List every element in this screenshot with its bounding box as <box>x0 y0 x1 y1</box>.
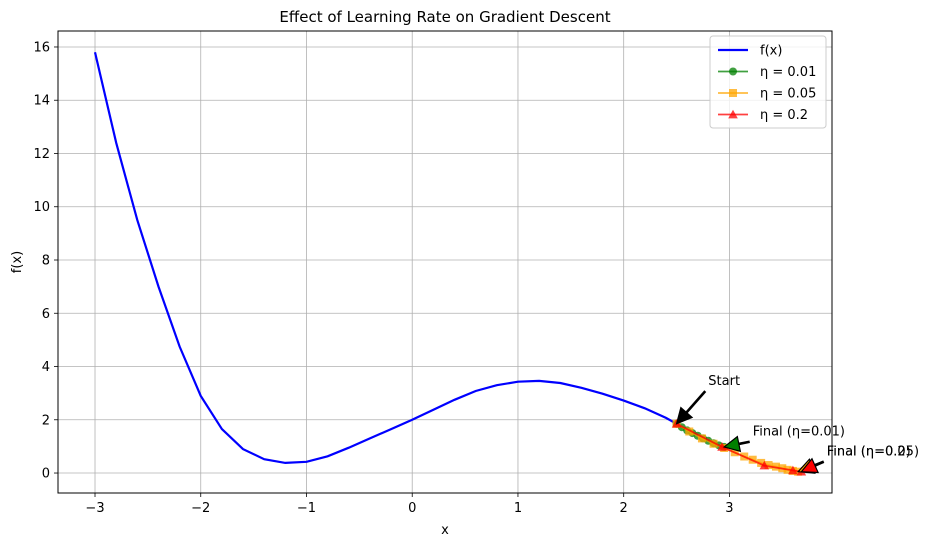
series-point <box>757 458 766 467</box>
annotation-arrow-head <box>675 406 694 425</box>
fx-curve-line <box>93 52 678 465</box>
plot-frame <box>57 30 833 494</box>
series-point <box>685 427 694 436</box>
y-tick-label: 10 <box>33 200 50 215</box>
y-axis-label: f(x) <box>10 251 25 273</box>
annotation-text: Final (η=0.2) <box>827 445 911 460</box>
y-tick-label: 4 <box>42 360 50 375</box>
y-tick-label: 16 <box>33 40 50 55</box>
legend-label: η = 0.01 <box>760 65 816 80</box>
series-point <box>764 461 773 470</box>
annotation-arrow-shaft <box>738 440 750 446</box>
y-tick-label: 0 <box>42 467 50 482</box>
x-tick-label: −2 <box>191 501 210 516</box>
y-tick-label: 6 <box>42 307 50 322</box>
chart-title: Effect of Learning Rate on Gradient Desc… <box>279 8 610 26</box>
x-axis-label: x <box>441 523 449 538</box>
y-tick-label: 14 <box>33 94 50 109</box>
x-tick-label: 0 <box>408 501 416 516</box>
grid <box>58 31 832 493</box>
x-tick-label: 1 <box>514 501 522 516</box>
series-point <box>788 465 798 475</box>
legend-label: η = 0.2 <box>760 108 808 123</box>
legend: f(x) η = 0.01 η = 0.05 η = 0.2 <box>709 35 827 129</box>
y-tick-label: 8 <box>42 254 50 269</box>
x-tick-label: 3 <box>725 501 733 516</box>
y-tick-label: 12 <box>33 147 50 162</box>
annotation-text: Final (η=0.05) <box>827 445 919 460</box>
curve-layer <box>93 52 678 465</box>
legend-marker <box>728 109 738 119</box>
annotation-arrow-shaft <box>814 460 825 467</box>
legend-marker <box>729 89 737 97</box>
annotation-layer: Start Final (η=0.01) Final (η=0.05)Final (… <box>675 374 919 474</box>
annotation-arrow-shaft <box>685 390 707 414</box>
x-tick-label: −3 <box>85 501 104 516</box>
x-tick-label: −1 <box>297 501 316 516</box>
annotation-text: Final (η=0.01) <box>753 425 845 440</box>
series-point <box>697 434 706 443</box>
legend-label: f(x) <box>760 44 782 59</box>
series-point <box>771 462 780 471</box>
series-point <box>759 460 770 470</box>
annotation-arrow-head <box>722 435 742 453</box>
legend-box <box>709 35 827 129</box>
series-point <box>709 439 718 448</box>
series-point <box>717 442 727 451</box>
y-tick-label: 2 <box>42 413 50 428</box>
legend-label: η = 0.05 <box>760 87 816 102</box>
x-tick-label: 2 <box>620 501 628 516</box>
legend-marker <box>729 67 737 76</box>
annotation-text: Start <box>708 374 740 389</box>
annotation-arrow-head <box>800 457 820 474</box>
